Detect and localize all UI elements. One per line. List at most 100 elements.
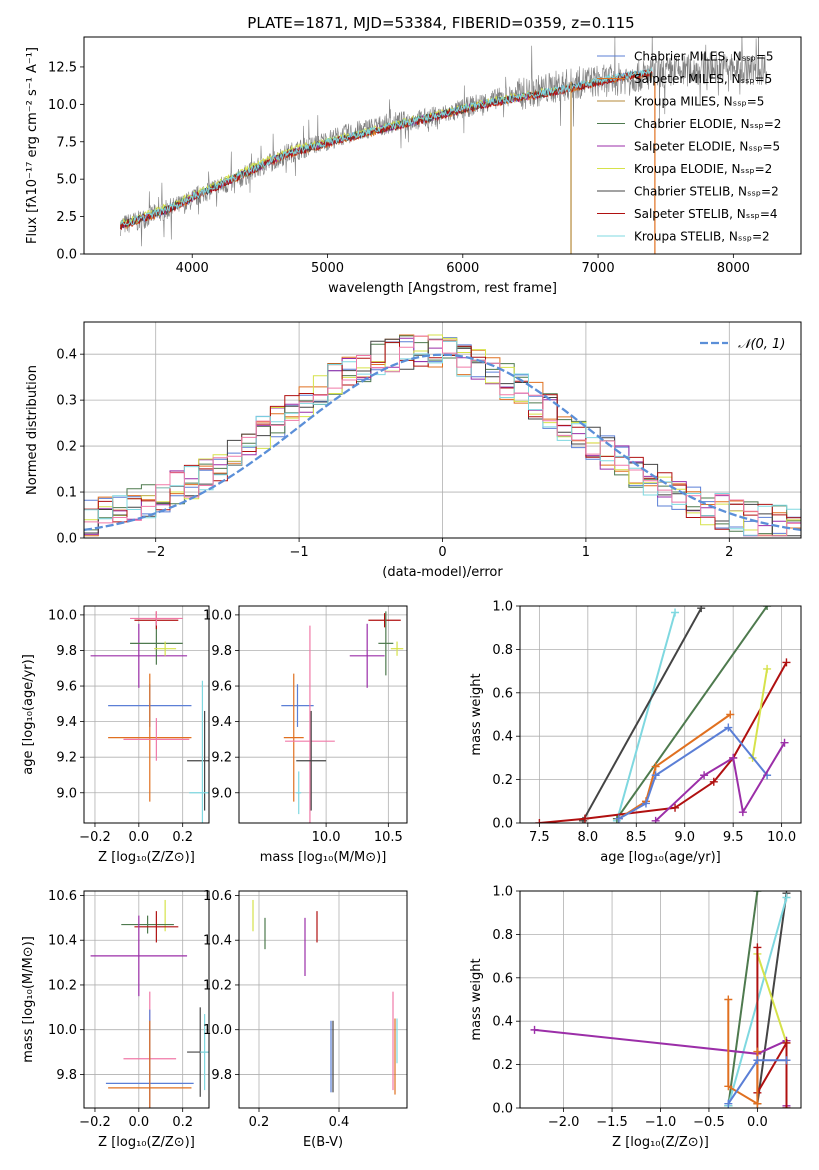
weight-point xyxy=(709,777,718,786)
weight-point xyxy=(753,943,762,952)
weight-point xyxy=(641,799,650,808)
y-tick-label: 1.0 xyxy=(492,600,513,615)
weight-point xyxy=(738,808,747,817)
axes-frame xyxy=(238,605,408,824)
plot-area xyxy=(530,891,791,1108)
y-tick-label: 0.4 xyxy=(492,730,513,745)
y-tick-label: 10.4 xyxy=(48,934,77,949)
x-tick-label: 0.0 xyxy=(128,1115,149,1130)
weight-line xyxy=(727,891,759,1106)
y-tick-label: 10.0 xyxy=(48,608,77,623)
x-tick-label: −2.0 xyxy=(548,1115,580,1130)
weight-point xyxy=(724,1099,733,1108)
y-tick-label: 10.0 xyxy=(203,1023,232,1038)
y-tick-label: 10.0 xyxy=(203,608,232,623)
weight-point xyxy=(671,608,680,617)
y-tick-label: 9.4 xyxy=(56,715,77,730)
y-tick-label: 10.6 xyxy=(48,889,77,904)
weight-point xyxy=(780,738,789,747)
x-tick-label: 2 xyxy=(725,545,733,560)
y-tick-label: 12.5 xyxy=(48,60,77,75)
legend: Chabrier MILES, Nₛₛₚ=5 Salpeter MILES, Nₛ… xyxy=(597,50,781,244)
weight-point xyxy=(535,819,544,823)
y-axis-label: Flux [fλ10⁻¹⁷ erg cm⁻² s⁻¹ A⁻¹] xyxy=(25,47,40,244)
x-tick-label: 5000 xyxy=(311,261,344,276)
panel-mass_weight_vs_age: 7.5 8.0 8.5 9.0 9.5 10.0 0.0 0.2 0.4 0.6 0.8 1.0 age… xyxy=(469,600,802,865)
weight-point xyxy=(530,1025,539,1034)
weight-point xyxy=(763,606,772,610)
y-tick-label: 9.0 xyxy=(56,786,77,801)
y-tick-label: 0.4 xyxy=(56,348,77,363)
y-tick-label: 9.2 xyxy=(56,751,77,766)
y-tick-label: 0.3 xyxy=(56,394,77,409)
y-tick-label: 7.5 xyxy=(56,135,77,150)
x-tick-label: 8.5 xyxy=(626,830,647,845)
axes-frame xyxy=(83,321,802,539)
legend-label: Chabrier MILES, Nₛₛₚ=5 xyxy=(634,50,774,64)
x-tick-label: 6000 xyxy=(446,261,479,276)
y-tick-label: 10.2 xyxy=(203,978,232,993)
panel-age_vs_z: −0.2 0.0 0.2 9.0 9.2 9.4 9.6 9.8 10.0 Z [log₁₀(Z/… xyxy=(21,605,210,865)
x-axis-label: age [log₁₀(age/yr)] xyxy=(600,850,721,865)
axes-frame xyxy=(238,890,408,1109)
axes-frame xyxy=(519,890,802,1109)
model-spectrum-line xyxy=(120,66,653,226)
y-tick-label: 10.2 xyxy=(48,978,77,993)
y-tick-label: 0.0 xyxy=(492,817,513,832)
weight-point xyxy=(651,816,660,823)
weight-point xyxy=(724,995,733,1004)
x-tick-label: 9.5 xyxy=(723,830,744,845)
x-tick-label: 10.0 xyxy=(767,830,796,845)
weight-point xyxy=(697,606,706,613)
y-tick-label: 10.0 xyxy=(48,1023,77,1038)
weight-point xyxy=(753,1056,762,1065)
axes-frame xyxy=(83,605,210,824)
x-tick-label: −2 xyxy=(146,545,165,560)
y-tick-label: 2.5 xyxy=(56,210,77,225)
x-tick-label: −0.5 xyxy=(693,1115,725,1130)
x-tick-label: −1.5 xyxy=(596,1115,628,1130)
weight-point xyxy=(700,771,709,780)
y-tick-label: 0.0 xyxy=(492,1102,513,1117)
legend: 𝒩(0, 1) xyxy=(700,337,785,352)
y-tick-label: 0.6 xyxy=(492,971,513,986)
weight-line xyxy=(751,668,769,759)
x-tick-label: 0.0 xyxy=(747,1115,768,1130)
y-tick-label: 10.0 xyxy=(48,98,77,113)
y-tick-label: 0.8 xyxy=(492,928,513,943)
y-tick-label: 9.2 xyxy=(211,751,232,766)
gaussian-curve xyxy=(84,353,801,532)
y-tick-label: 0.4 xyxy=(492,1015,513,1030)
y-axis-label: Normed distribution xyxy=(25,365,40,495)
weight-point xyxy=(580,814,589,823)
x-tick-label: 0.2 xyxy=(249,1115,270,1130)
x-axis-label: (data-model)/error xyxy=(382,565,503,580)
y-axis-label: mass [log₁₀(M/M⊙)] xyxy=(21,936,36,1063)
weight-point xyxy=(651,762,660,771)
y-axis-label: mass weight xyxy=(469,673,484,755)
figure-title: PLATE=1871, MJD=53384, FIBERID=0359, z=0… xyxy=(247,14,634,32)
plot-area xyxy=(120,37,768,254)
y-tick-label: 5.0 xyxy=(56,173,77,188)
y-tick-label: 0.6 xyxy=(492,686,513,701)
panel-age_vs_mass: 10.0 10.5 9.0 9.2 9.4 9.6 9.8 10.0 mass [log₁₀(M… xyxy=(203,605,408,865)
weight-point xyxy=(782,1038,791,1047)
weight-point xyxy=(651,771,660,780)
weight-line xyxy=(616,606,768,820)
plot-area xyxy=(90,611,209,823)
y-tick-label: 0.1 xyxy=(56,486,77,501)
weight-point xyxy=(671,803,680,812)
y-tick-label: 9.8 xyxy=(56,1068,77,1083)
weight-line xyxy=(539,661,788,823)
weight-point xyxy=(782,893,791,902)
panel-mass_weight_vs_z: −2.0 −1.5 −1.0 −0.5 0.0 0.0 0.2 0.4 0.6 0.8 1.0 Z [… xyxy=(469,885,802,1150)
weight-line xyxy=(582,607,703,822)
x-axis-label: E(B-V) xyxy=(303,1135,343,1150)
legend-label: Chabrier STELIB, Nₛₛₚ=2 xyxy=(634,185,779,199)
weight-line xyxy=(756,947,788,1108)
weight-point xyxy=(724,723,733,732)
x-axis-label: wavelength [Angstrom, rest frame] xyxy=(328,281,557,296)
x-axis-label: Z [log₁₀(Z/Z⊙)] xyxy=(98,850,195,865)
y-tick-label: 0.2 xyxy=(492,1058,513,1073)
legend-label: Chabrier ELODIE, Nₛₛₚ=2 xyxy=(634,117,781,131)
